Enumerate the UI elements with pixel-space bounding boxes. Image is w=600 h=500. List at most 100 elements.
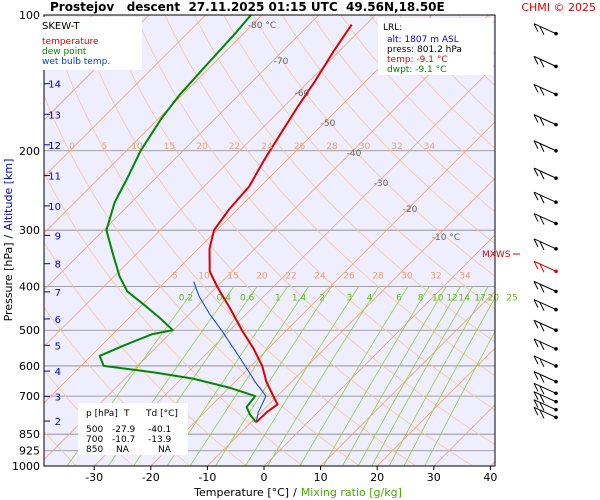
x-tick-label: -30: [85, 471, 103, 484]
wind-barb-feather: [539, 284, 545, 293]
wind-barb-shaft: [533, 399, 557, 411]
y-axis-label: Pressure [hPa] / Altitude [km]: [2, 159, 15, 322]
wind-barb-feather: [533, 261, 539, 270]
wind-barb-feather: [533, 407, 539, 416]
wind-barbs: [533, 23, 558, 420]
isotherm-line: [44, 15, 376, 347]
mixing-ratio-label: 12: [446, 294, 457, 304]
pressure-tick-label: 200: [19, 145, 40, 158]
wind-barb-feather: [533, 23, 539, 32]
x-axis-label-sep: /: [293, 486, 297, 499]
altitude-tick-label: 6: [55, 315, 61, 326]
lrl-title: LRL:: [383, 23, 402, 33]
wind-barb-feather: [539, 302, 545, 311]
mid-mixing-label: 28: [372, 272, 384, 282]
mid-mixing-label: 20: [256, 272, 268, 282]
legend: SKEW-T temperature dew point wet bulb te…: [38, 17, 142, 70]
mixing-ratio-label: 4: [367, 294, 373, 304]
isotherm-label: -10 °C: [432, 233, 460, 243]
legend-wetbulb: wet bulb temp.: [42, 57, 110, 67]
pressure-tick-labels: 100 200 300 400 500 600 700 850 925 1000: [12, 9, 40, 473]
dry-adiabat-line: [194, 15, 495, 343]
isotherms: [44, 15, 495, 466]
wind-barb-shaft: [533, 391, 557, 403]
isotherm-line: [44, 15, 263, 234]
mid-mixing-label: 26: [343, 272, 355, 282]
wind-barb-feather: [533, 355, 539, 365]
wind-barb-feather: [533, 167, 539, 177]
wind-barb-shaft: [533, 299, 557, 311]
altitude-tick-label: 7: [55, 288, 61, 299]
temperature-tick-labels: -30 -20 -10 0 10 20 30 40: [85, 466, 497, 484]
wind-barb-feather: [539, 386, 545, 395]
mid-mixing-label: 22: [285, 272, 296, 282]
wind-barb-feather: [539, 117, 545, 126]
wind-barb-feather: [539, 323, 545, 332]
pressure-tick-label: 300: [19, 224, 40, 237]
pressure-tick-label: 100: [19, 9, 40, 22]
mixing-ratio-lines: [66, 286, 495, 466]
dry-adiabat-line: [311, 15, 495, 213]
mixing-ratio-line: [357, 286, 461, 466]
lrl-box: LRL: alt: 1807 m ASL press: 801.2 hPa te…: [378, 18, 493, 75]
pressure-tick-label: 400: [19, 281, 40, 294]
dry-adiabat-line: [44, 171, 304, 466]
isotherm-line: [207, 177, 495, 466]
wind-barb-shaft: [533, 167, 557, 179]
isotherm-line: [44, 15, 320, 291]
x-axis-label-mixing: Mixing ratio [g/kg]: [301, 486, 402, 499]
mixing-ratio-label: 14: [459, 294, 471, 304]
dry-adiabat-line: [223, 15, 495, 310]
wind-barb-shaft: [533, 83, 557, 95]
wind-barb-feather: [539, 143, 545, 152]
wind-barb-feather: [533, 191, 539, 201]
upper-mixing-label: 28: [326, 142, 338, 152]
mid-mixing-label: 15: [227, 272, 238, 282]
mixing-ratio-line: [388, 286, 489, 466]
mixing-ratio-line: [424, 330, 495, 466]
mid-mixing-label: 30: [401, 272, 413, 282]
wind-barb-shaft: [533, 140, 557, 152]
x-tick-label: 20: [370, 471, 384, 484]
mixing-ratio-label: 25: [506, 294, 517, 304]
isotherm-line: [490, 460, 495, 466]
x-axis-label: Temperature [°C] / Mixing ratio [g/kg]: [193, 486, 402, 499]
isotherm-label: -70: [274, 57, 289, 67]
wetbulb-profile: [193, 281, 267, 423]
dry-adiabat-line: [575, 15, 600, 466]
mixing-ratio-label: 1.4: [292, 294, 307, 304]
wind-barb-feather: [539, 194, 545, 204]
y-axis-label-sep: /: [2, 234, 15, 238]
wind-barb-feather: [539, 410, 545, 419]
isotherm-label: -80 °C: [248, 21, 276, 31]
mixing-ratio-line: [403, 297, 495, 466]
wind-barb-shaft: [533, 23, 557, 35]
mixing-ratio-label: 3: [347, 294, 353, 304]
level-table: p [hPa] T Td [°C] 500 -27.9 -40.1 700 -1…: [78, 403, 188, 455]
mid-mixing-label: 10: [198, 272, 210, 282]
dry-adiabat-line: [281, 15, 495, 245]
wind-barb-feather: [533, 299, 539, 308]
altitude-tick-label: 9: [55, 231, 61, 242]
upper-mixing-label: 30: [359, 142, 371, 152]
mid-mixing-label: 32: [430, 272, 441, 282]
x-tick-label: 30: [427, 471, 441, 484]
wind-barb-feather: [539, 216, 545, 225]
wind-barb-shaft: [533, 114, 557, 126]
wind-barb-feather: [533, 383, 539, 392]
wind-barb-feather: [533, 399, 539, 408]
mixing-ratio-label: 17: [474, 294, 485, 304]
isotherm-line: [44, 15, 150, 121]
mixing-ratio-label: 2: [319, 294, 325, 304]
isotherm-line: [44, 15, 489, 461]
altitude-tick-label: 4: [55, 367, 61, 378]
mixing-ratio-label: 0.4: [217, 294, 232, 304]
upper-mixing-label: 0: [69, 142, 75, 152]
wind-barb-shaft: [533, 338, 557, 350]
wind-barb-feather: [533, 140, 539, 149]
altitude-tick-label: 2: [55, 417, 61, 428]
mixing-ratio-label: 0.2: [179, 294, 193, 304]
x-tick-label: -10: [198, 471, 216, 484]
wind-barb-station: [554, 379, 558, 384]
wind-barb-feather: [533, 56, 539, 65]
